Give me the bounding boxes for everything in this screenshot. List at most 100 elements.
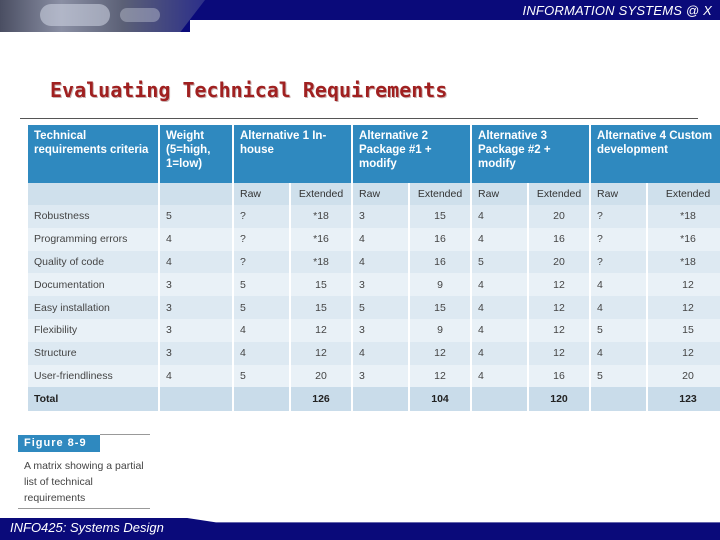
raw-cell: 5 <box>234 273 289 297</box>
raw-cell: 4 <box>353 341 409 365</box>
total-blank <box>472 387 528 412</box>
subheader-row: Raw Extended Raw Extended Raw Extended R… <box>28 183 720 205</box>
extended-cell: *18 <box>648 250 720 274</box>
figure-top-rule <box>100 434 150 435</box>
col-header-criteria: Technical requirements criteria <box>28 125 158 183</box>
total-label: Total <box>28 387 158 412</box>
extended-cell: 12 <box>410 364 471 388</box>
extended-cell: 15 <box>291 296 352 319</box>
extended-cell: 20 <box>529 250 590 274</box>
subheader-raw: Raw <box>472 183 528 205</box>
subheader-raw: Raw <box>353 183 409 205</box>
weight-cell: 4 <box>160 250 232 274</box>
extended-cell: 12 <box>648 296 720 319</box>
extended-cell: 12 <box>648 341 720 365</box>
raw-cell: 4 <box>591 273 647 297</box>
raw-cell: 3 <box>353 364 409 388</box>
subheader-blank <box>28 183 158 205</box>
extended-cell: *16 <box>648 227 720 251</box>
col-header-alt2: Alternative 2 Package #1 + modify <box>353 125 471 183</box>
subheader-raw: Raw <box>591 183 647 205</box>
total-blank <box>160 387 232 412</box>
raw-cell: 4 <box>472 227 528 251</box>
total-alt1: 126 <box>291 387 352 412</box>
table-row: User-friendliness 4 5 20 3 12 4 16 5 20 <box>28 364 720 388</box>
raw-cell: 4 <box>472 273 528 297</box>
figure-label: Figure 8-9 <box>18 435 100 452</box>
criterion-cell: Robustness <box>28 205 158 228</box>
extended-cell: *18 <box>291 205 352 228</box>
figure-bottom-rule <box>18 508 150 509</box>
subheader-blank <box>160 183 232 205</box>
raw-cell: ? <box>591 250 647 274</box>
raw-cell: 5 <box>353 296 409 319</box>
extended-cell: 12 <box>291 341 352 365</box>
raw-cell: 4 <box>353 250 409 274</box>
criterion-cell: Flexibility <box>28 318 158 342</box>
raw-cell: ? <box>591 227 647 251</box>
extended-cell: 20 <box>648 364 720 388</box>
raw-cell: 4 <box>472 205 528 228</box>
footer-bar <box>0 518 720 540</box>
total-alt2: 104 <box>410 387 471 412</box>
raw-cell: 5 <box>591 364 647 388</box>
raw-cell: ? <box>234 250 289 274</box>
raw-cell: 4 <box>353 227 409 251</box>
col-header-alt1: Alternative 1 In-house <box>234 125 352 183</box>
subheader-extended: Extended <box>410 183 471 205</box>
table-row: Structure 3 4 12 4 12 4 12 4 12 <box>28 341 720 365</box>
raw-cell: 3 <box>353 205 409 228</box>
raw-cell: 3 <box>353 273 409 297</box>
figure-caption: A matrix showing a partial list of techn… <box>24 460 144 504</box>
criterion-cell: Programming errors <box>28 227 158 251</box>
criterion-cell: Quality of code <box>28 250 158 274</box>
total-blank <box>353 387 409 412</box>
extended-cell: 15 <box>410 205 471 228</box>
subheader-extended: Extended <box>291 183 352 205</box>
subheader-raw: Raw <box>234 183 289 205</box>
weight-cell: 4 <box>160 364 232 388</box>
raw-cell: 4 <box>591 341 647 365</box>
raw-cell: 5 <box>591 318 647 342</box>
slide-title: Evaluating Technical Requirements <box>50 78 448 102</box>
weight-cell: 3 <box>160 296 232 319</box>
extended-cell: *18 <box>291 250 352 274</box>
table-row: Flexibility 3 4 12 3 9 4 12 5 15 <box>28 318 720 342</box>
raw-cell: 4 <box>234 341 289 365</box>
header-divider <box>190 20 720 32</box>
table-row: Documentation 3 5 15 3 9 4 12 4 12 <box>28 273 720 297</box>
header-row: Technical requirements criteria Weight (… <box>28 125 720 183</box>
extended-cell: 9 <box>410 273 471 297</box>
weight-cell: 3 <box>160 273 232 297</box>
header-title: INFORMATION SYSTEMS @ X <box>522 3 712 18</box>
total-alt4: 123 <box>648 387 720 412</box>
extended-cell: 16 <box>529 364 590 388</box>
extended-cell: 12 <box>529 296 590 319</box>
weight-cell: 4 <box>160 227 232 251</box>
extended-cell: 15 <box>291 273 352 297</box>
extended-cell: 9 <box>410 318 471 342</box>
raw-cell: 5 <box>472 250 528 274</box>
footer-course: INFO425: Systems Design <box>10 520 164 535</box>
raw-cell: ? <box>591 205 647 228</box>
table-row: Programming errors 4? *16 4 16 4 16? *16 <box>28 227 720 251</box>
extended-cell: *18 <box>648 205 720 228</box>
weight-cell: 5 <box>160 205 232 228</box>
header-photo <box>0 0 205 32</box>
raw-cell: ? <box>234 205 289 228</box>
criterion-cell: Structure <box>28 341 158 365</box>
table-row: Robustness 5? *18 3 15 4 20? *18 <box>28 205 720 228</box>
col-header-alt4: Alternative 4 Custom development <box>591 125 720 183</box>
extended-cell: 16 <box>529 227 590 251</box>
total-blank <box>591 387 647 412</box>
weight-cell: 3 <box>160 318 232 342</box>
total-blank <box>234 387 289 412</box>
subheader-extended: Extended <box>529 183 590 205</box>
raw-cell: 4 <box>472 296 528 319</box>
extended-cell: 16 <box>410 227 471 251</box>
total-row: Total 126 104 120 123 <box>28 387 720 412</box>
raw-cell: 4 <box>591 296 647 319</box>
extended-cell: 20 <box>529 205 590 228</box>
criterion-cell: Documentation <box>28 273 158 297</box>
raw-cell: ? <box>234 227 289 251</box>
